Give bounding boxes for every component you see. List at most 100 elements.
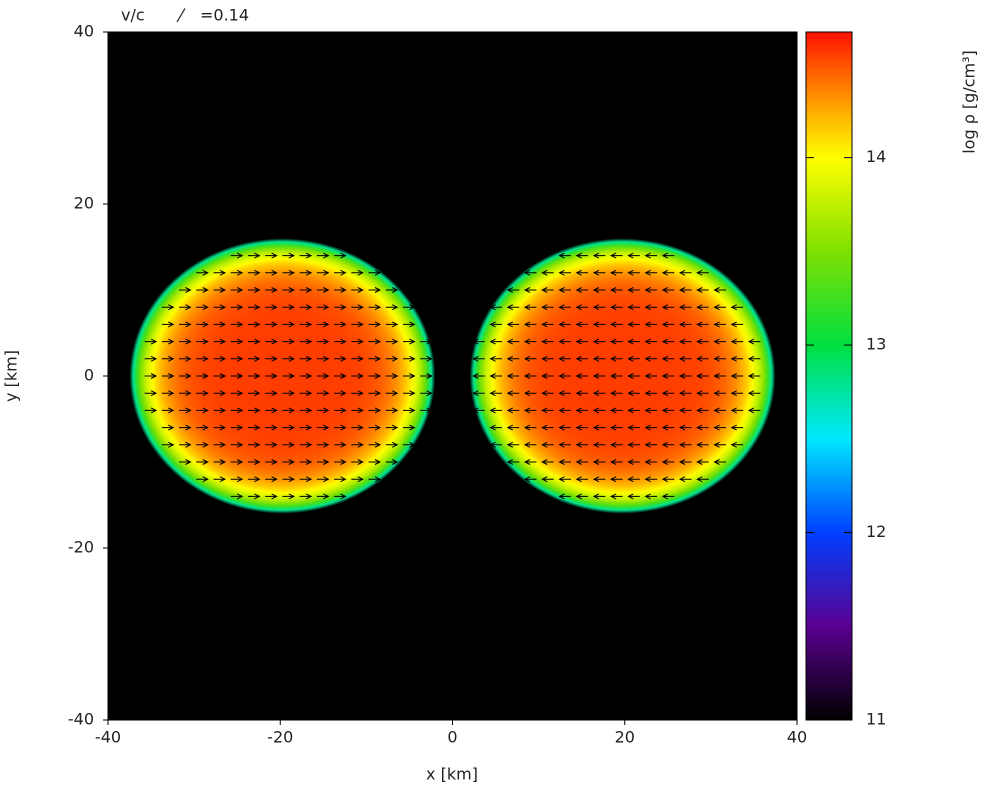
velocity-arrow bbox=[678, 407, 692, 414]
velocity-arrow bbox=[592, 355, 606, 362]
velocity-arrow bbox=[661, 373, 675, 379]
vector-key-name: v/c bbox=[121, 6, 145, 25]
velocity-arrow bbox=[506, 287, 520, 293]
velocity-arrow bbox=[644, 476, 658, 483]
velocity-arrow bbox=[506, 407, 520, 414]
velocity-arrow bbox=[627, 287, 640, 293]
velocity-arrow bbox=[368, 338, 382, 345]
velocity-arrow bbox=[592, 493, 606, 500]
velocity-arrow bbox=[402, 304, 416, 311]
velocity-arrow bbox=[747, 407, 761, 414]
velocity-arrow bbox=[196, 373, 209, 379]
velocity-arrow bbox=[420, 355, 433, 362]
velocity-arrow bbox=[179, 441, 192, 448]
velocity-arrow bbox=[489, 441, 503, 448]
velocity-arrow bbox=[575, 373, 589, 379]
velocity-arrow bbox=[334, 390, 347, 397]
velocity-arrow bbox=[661, 390, 675, 397]
velocity-arrow bbox=[213, 338, 227, 345]
velocity-arrow bbox=[316, 476, 330, 483]
velocity-arrow bbox=[644, 269, 658, 276]
velocity-arrow bbox=[265, 407, 278, 414]
velocity-arrow bbox=[627, 269, 640, 276]
velocity-arrow bbox=[644, 304, 658, 311]
velocity-arrow bbox=[558, 338, 571, 345]
velocity-arrow bbox=[713, 287, 726, 293]
velocity-arrow bbox=[558, 476, 571, 483]
velocity-arrow bbox=[696, 476, 709, 483]
velocity-arrow bbox=[351, 373, 364, 379]
velocity-arrow bbox=[402, 355, 416, 362]
velocity-arrow bbox=[213, 441, 227, 448]
velocity-arrow bbox=[282, 493, 295, 500]
velocity-arrow bbox=[316, 304, 330, 311]
velocity-arrow bbox=[230, 321, 244, 328]
velocity-arrow bbox=[402, 407, 416, 414]
velocity-arrow bbox=[730, 441, 744, 448]
velocity-arrow bbox=[696, 355, 709, 362]
velocity-arrow bbox=[282, 373, 295, 379]
velocity-arrow bbox=[506, 304, 520, 311]
velocity-arrow bbox=[179, 390, 192, 397]
velocity-arrow bbox=[713, 304, 726, 311]
velocity-arrow bbox=[610, 476, 623, 483]
velocity-arrow bbox=[730, 355, 744, 362]
velocity-arrow bbox=[489, 390, 503, 397]
velocity-arrow bbox=[385, 338, 399, 345]
velocity-arrow bbox=[299, 304, 313, 311]
velocity-arrow bbox=[368, 459, 382, 465]
velocity-arrow bbox=[385, 304, 399, 311]
velocity-arrow bbox=[299, 493, 313, 500]
velocity-arrow bbox=[575, 407, 589, 414]
velocity-arrow bbox=[627, 476, 640, 483]
velocity-arrow bbox=[196, 355, 209, 362]
velocity-arrow bbox=[334, 252, 347, 259]
velocity-arrow bbox=[644, 407, 658, 414]
velocity-arrow bbox=[282, 424, 295, 431]
velocity-arrow bbox=[247, 476, 261, 483]
velocity-arrow bbox=[265, 373, 278, 379]
velocity-arrow bbox=[402, 338, 416, 345]
velocity-arrow bbox=[575, 338, 589, 345]
colorbar-label: log ρ [g/cm³] bbox=[960, 50, 979, 154]
velocity-arrow bbox=[506, 424, 520, 431]
velocity-arrow bbox=[627, 321, 640, 328]
velocity-arrow bbox=[351, 407, 364, 414]
velocity-arrow bbox=[592, 459, 606, 465]
velocity-arrow bbox=[316, 407, 330, 414]
velocity-arrow bbox=[696, 424, 709, 431]
velocity-arrow bbox=[316, 252, 330, 259]
velocity-arrow bbox=[265, 269, 278, 276]
velocity-arrow bbox=[230, 459, 244, 465]
velocity-arrow bbox=[265, 476, 278, 483]
velocity-arrow bbox=[713, 390, 726, 397]
velocity-arrow bbox=[558, 459, 571, 465]
velocity-arrow bbox=[282, 269, 295, 276]
velocity-arrow bbox=[713, 407, 726, 414]
velocity-arrow bbox=[730, 338, 744, 345]
velocity-arrow bbox=[265, 424, 278, 431]
velocity-arrow bbox=[558, 269, 571, 276]
velocity-arrow bbox=[368, 269, 382, 276]
velocity-arrow bbox=[334, 407, 347, 414]
velocity-arrow bbox=[334, 493, 347, 500]
velocity-arrow bbox=[179, 321, 192, 328]
velocity-arrow bbox=[575, 476, 589, 483]
velocity-arrow bbox=[661, 476, 675, 483]
velocity-arrow bbox=[265, 390, 278, 397]
velocity-arrow bbox=[472, 390, 485, 397]
velocity-arrow bbox=[523, 287, 537, 293]
velocity-arrow bbox=[213, 321, 227, 328]
velocity-arrow bbox=[558, 355, 571, 362]
velocity-arrow bbox=[196, 287, 209, 293]
velocity-arrow bbox=[247, 338, 261, 345]
velocity-arrow bbox=[678, 476, 692, 483]
velocity-arrow bbox=[179, 355, 192, 362]
velocity-arrow bbox=[299, 407, 313, 414]
velocity-arrow bbox=[334, 441, 347, 448]
velocity-arrow bbox=[678, 441, 692, 448]
velocity-arrow bbox=[489, 338, 503, 345]
velocity-arrow bbox=[575, 390, 589, 397]
velocity-arrow bbox=[265, 441, 278, 448]
velocity-arrow bbox=[316, 373, 330, 379]
